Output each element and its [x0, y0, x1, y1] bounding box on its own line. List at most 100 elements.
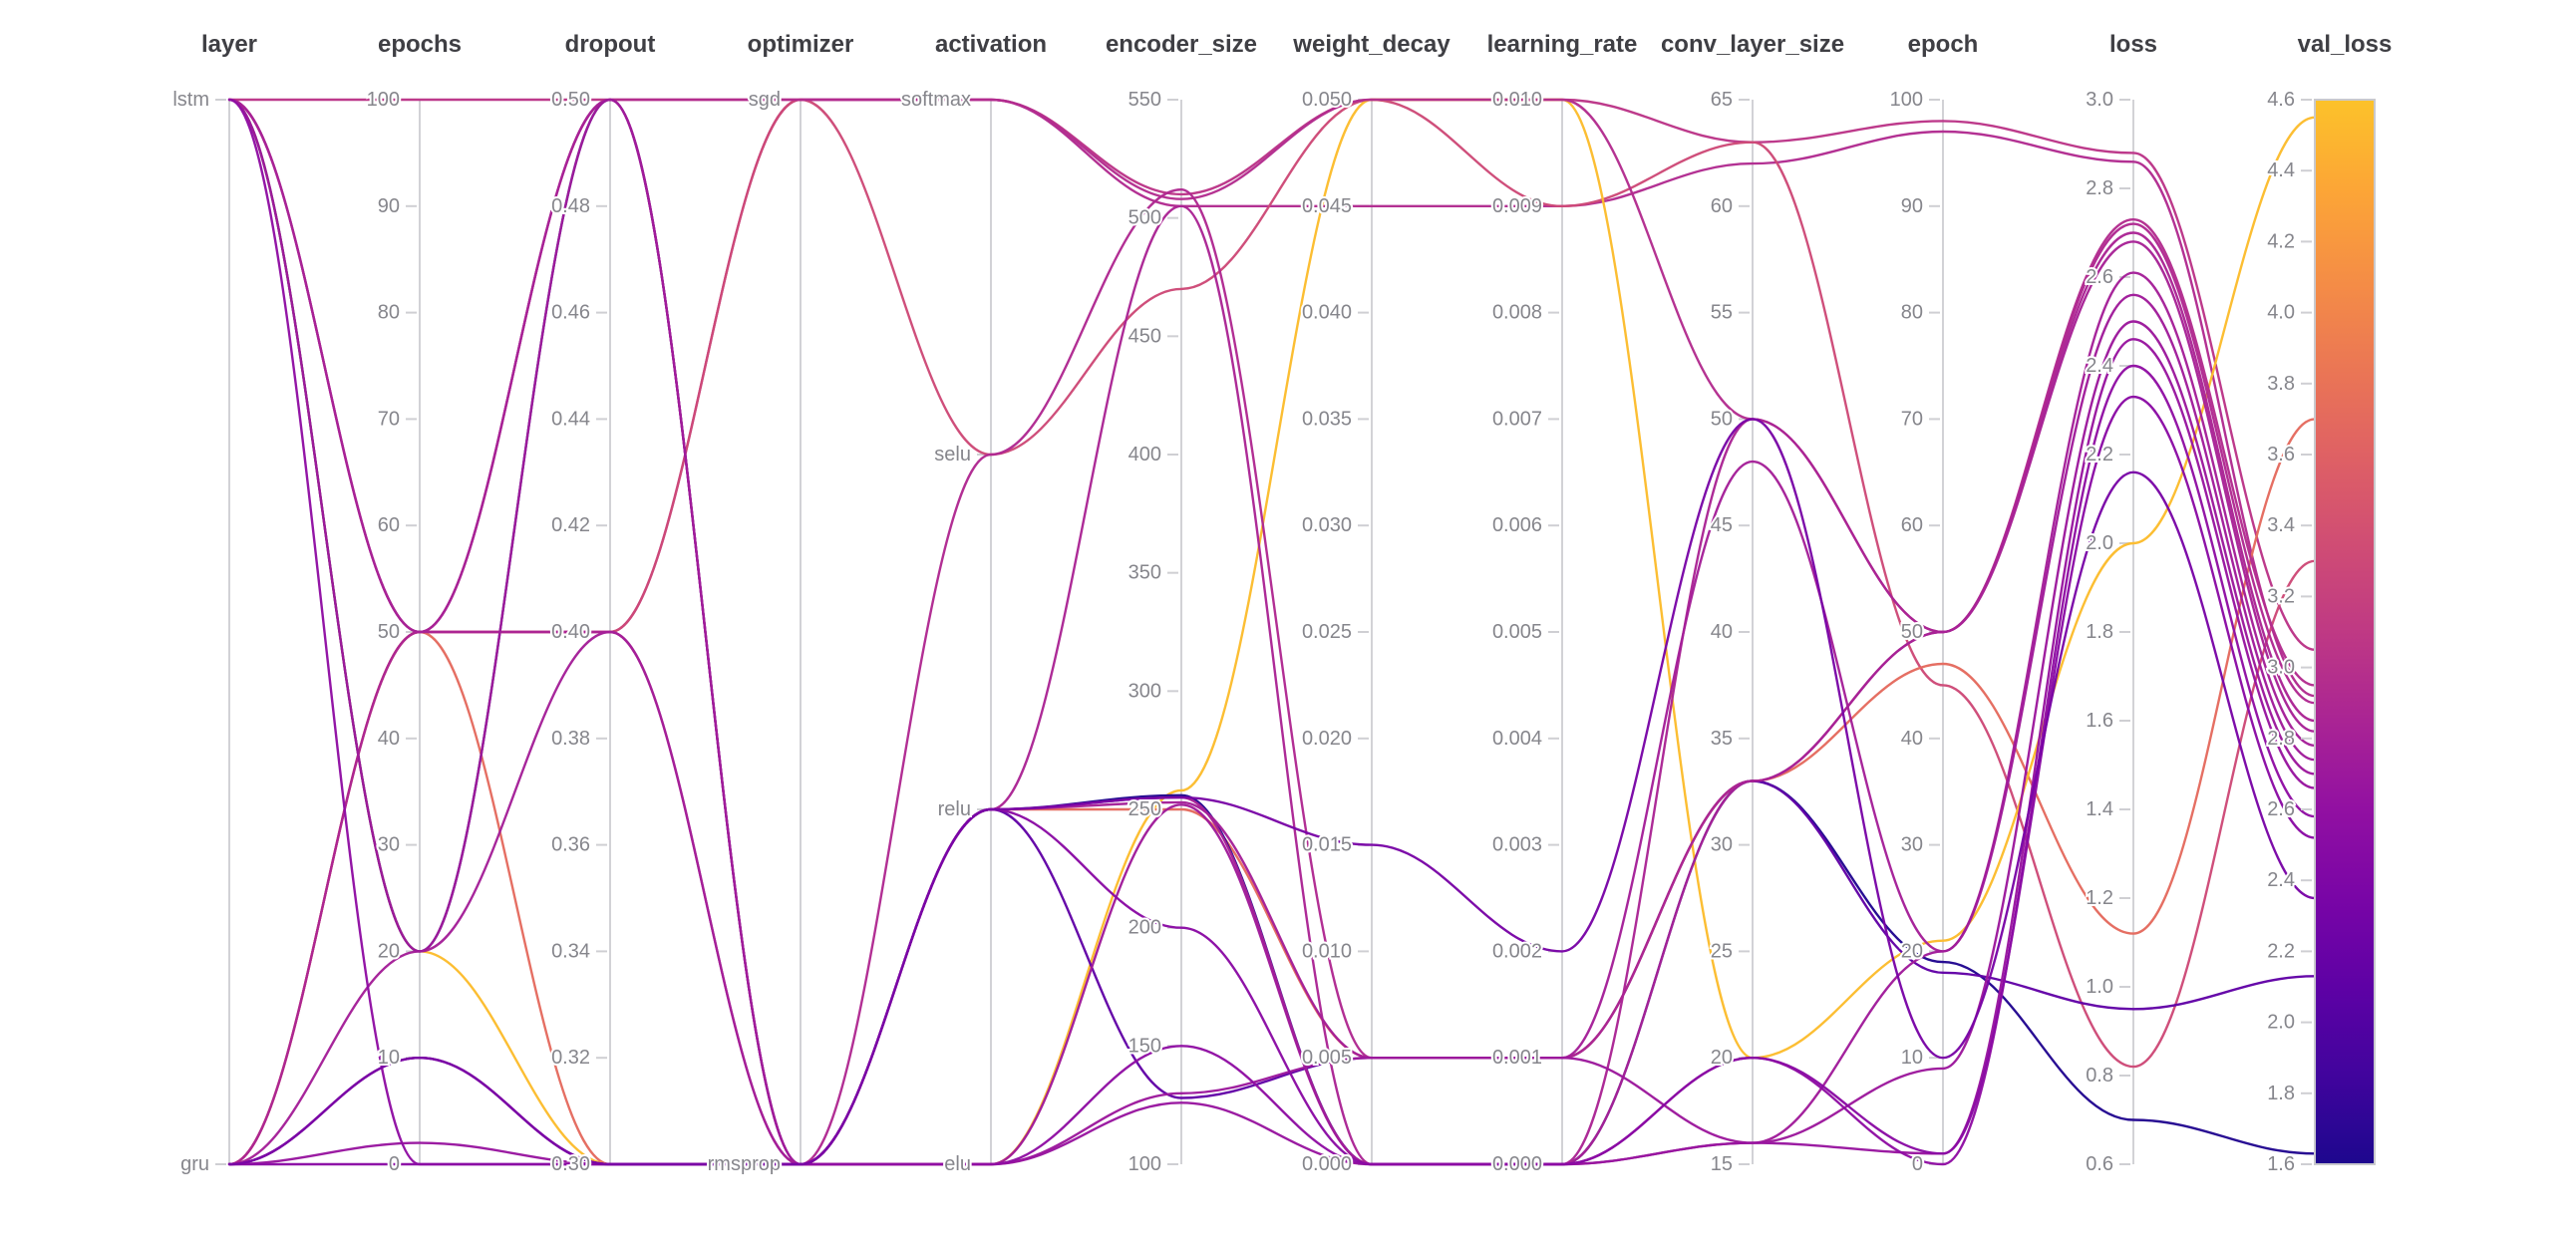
tick-label-dropout: 0.40: [551, 621, 590, 643]
tick-label-loss: 1.4: [2086, 798, 2113, 820]
tick-label-epochs: 80: [378, 302, 400, 324]
tick-label-val-loss: 3.2: [2267, 585, 2295, 607]
run-lines-layer: [227, 98, 2317, 1166]
run-line-0[interactable]: [227, 98, 2317, 651]
tick-label-epoch: 60: [1901, 514, 1923, 536]
run-line-17[interactable]: [227, 418, 2317, 1166]
tick-label-val-loss: 4.0: [2267, 302, 2295, 324]
tick-label-learning_rate: 0.002: [1492, 940, 1542, 962]
tick-label-weight_decay: 0.035: [1302, 408, 1352, 430]
run-line-11[interactable]: [227, 271, 2317, 1166]
axis-title-val-loss[interactable]: val_loss: [2298, 31, 2393, 58]
tick-label-learning_rate: 0.004: [1492, 728, 1542, 750]
axis-conv_layer_size[interactable]: [1739, 99, 1754, 1165]
axis-title-layer[interactable]: layer: [201, 31, 257, 58]
tick-label-loss: 0.6: [2086, 1153, 2113, 1175]
tick-label-epoch: 10: [1901, 1047, 1923, 1069]
tick-label-activation: selu: [934, 444, 971, 466]
run-line-4[interactable]: [227, 98, 2317, 1166]
tick-label-encoder_size: 450: [1128, 325, 1161, 347]
tick-label-learning_rate: 0.003: [1492, 834, 1542, 856]
tick-label-conv_layer_size: 45: [1711, 514, 1733, 536]
tick-label-epoch: 50: [1901, 621, 1923, 643]
axis-title-activation[interactable]: activation: [935, 31, 1047, 58]
tick-label-encoder_size: 350: [1128, 562, 1161, 584]
tick-label-val-loss: 4.6: [2267, 89, 2295, 111]
axis-title-optimizer[interactable]: optimizer: [748, 31, 854, 58]
colorbar-gradient[interactable]: [2315, 100, 2375, 1164]
tick-label-val-loss: 2.6: [2267, 798, 2295, 820]
tick-label-epochs: 20: [378, 940, 400, 962]
tick-label-dropout: 0.32: [551, 1047, 590, 1069]
tick-label-loss: 3.0: [2086, 89, 2113, 111]
axis-title-encoder_size[interactable]: encoder_size: [1106, 31, 1257, 58]
tick-label-val-loss: 3.6: [2267, 444, 2295, 466]
tick-label-loss: 1.0: [2086, 976, 2113, 998]
tick-label-val-loss: 4.2: [2267, 230, 2295, 252]
tick-label-conv_layer_size: 25: [1711, 940, 1733, 962]
tick-label-encoder_size: 250: [1128, 798, 1161, 820]
tick-label-dropout: 0.50: [551, 89, 590, 111]
axis-learning_rate[interactable]: [1548, 99, 1563, 1165]
tick-label-encoder_size: 500: [1128, 207, 1161, 229]
tick-label-encoder_size: 200: [1128, 917, 1161, 939]
tick-label-val-loss: 4.4: [2267, 159, 2295, 181]
axis-title-weight_decay[interactable]: weight_decay: [1292, 31, 1450, 58]
axis-title-epochs[interactable]: epochs: [378, 31, 462, 58]
colorbar-group: [2301, 99, 2376, 1165]
tick-label-dropout: 0.38: [551, 728, 590, 750]
tick-label-conv_layer_size: 35: [1711, 728, 1733, 750]
tick-label-loss: 1.8: [2086, 621, 2113, 643]
tick-label-loss: 2.4: [2086, 355, 2113, 377]
axis-title-learning_rate[interactable]: learning_rate: [1487, 31, 1638, 58]
tick-label-dropout: 0.48: [551, 195, 590, 217]
axis-activation[interactable]: [977, 99, 992, 1165]
tick-label-epoch: 70: [1901, 408, 1923, 430]
axis-title-conv_layer_size[interactable]: conv_layer_size: [1661, 31, 1844, 58]
tick-label-weight_decay: 0.040: [1302, 302, 1352, 324]
tick-label-epochs: 50: [378, 621, 400, 643]
axis-layer[interactable]: [215, 99, 230, 1165]
tick-label-dropout: 0.36: [551, 834, 590, 856]
tick-label-learning_rate: 0.010: [1492, 89, 1542, 111]
tick-label-learning_rate: 0.007: [1492, 408, 1542, 430]
tick-label-learning_rate: 0.008: [1492, 302, 1542, 324]
tick-label-optimizer: sgd: [749, 89, 781, 111]
tick-label-loss: 1.2: [2086, 887, 2113, 909]
tick-label-weight_decay: 0.015: [1302, 834, 1352, 856]
tick-label-val-loss: 2.4: [2267, 869, 2295, 891]
axes-layer: [215, 99, 2134, 1165]
axis-title-dropout[interactable]: dropout: [565, 31, 656, 58]
tick-label-dropout: 0.34: [551, 940, 590, 962]
run-line-3[interactable]: [227, 418, 2317, 1166]
tick-label-encoder_size: 100: [1128, 1153, 1161, 1175]
axis-weight_decay[interactable]: [1358, 99, 1373, 1165]
axis-title-loss[interactable]: loss: [2109, 31, 2157, 58]
axis-optimizer[interactable]: [787, 99, 802, 1165]
tick-label-epoch: 100: [1890, 89, 1923, 111]
tick-label-loss: 0.8: [2086, 1065, 2113, 1087]
tick-label-val-loss: 2.2: [2267, 940, 2295, 962]
run-line-12[interactable]: [227, 98, 2317, 1166]
run-line-14[interactable]: [227, 338, 2317, 1166]
tick-label-learning_rate: 0.000: [1492, 1153, 1542, 1175]
tick-label-epoch: 20: [1901, 940, 1923, 962]
tick-label-val-loss: 3.0: [2267, 657, 2295, 679]
tick-label-dropout: 0.46: [551, 302, 590, 324]
tick-label-conv_layer_size: 65: [1711, 89, 1733, 111]
tick-label-epochs: 30: [378, 834, 400, 856]
tick-label-weight_decay: 0.030: [1302, 514, 1352, 536]
axis-title-epoch[interactable]: epoch: [1908, 31, 1979, 58]
tick-label-loss: 2.2: [2086, 444, 2113, 466]
tick-label-val-loss: 1.6: [2267, 1153, 2295, 1175]
tick-label-conv_layer_size: 20: [1711, 1047, 1733, 1069]
tick-label-weight_decay: 0.010: [1302, 940, 1352, 962]
run-line-16[interactable]: [227, 395, 2317, 1166]
axis-encoder_size[interactable]: [1167, 99, 1182, 1165]
tick-label-conv_layer_size: 40: [1711, 621, 1733, 643]
axis-loss[interactable]: [2119, 99, 2134, 1165]
run-line-10[interactable]: [227, 98, 2317, 1166]
tick-label-conv_layer_size: 15: [1711, 1153, 1733, 1175]
